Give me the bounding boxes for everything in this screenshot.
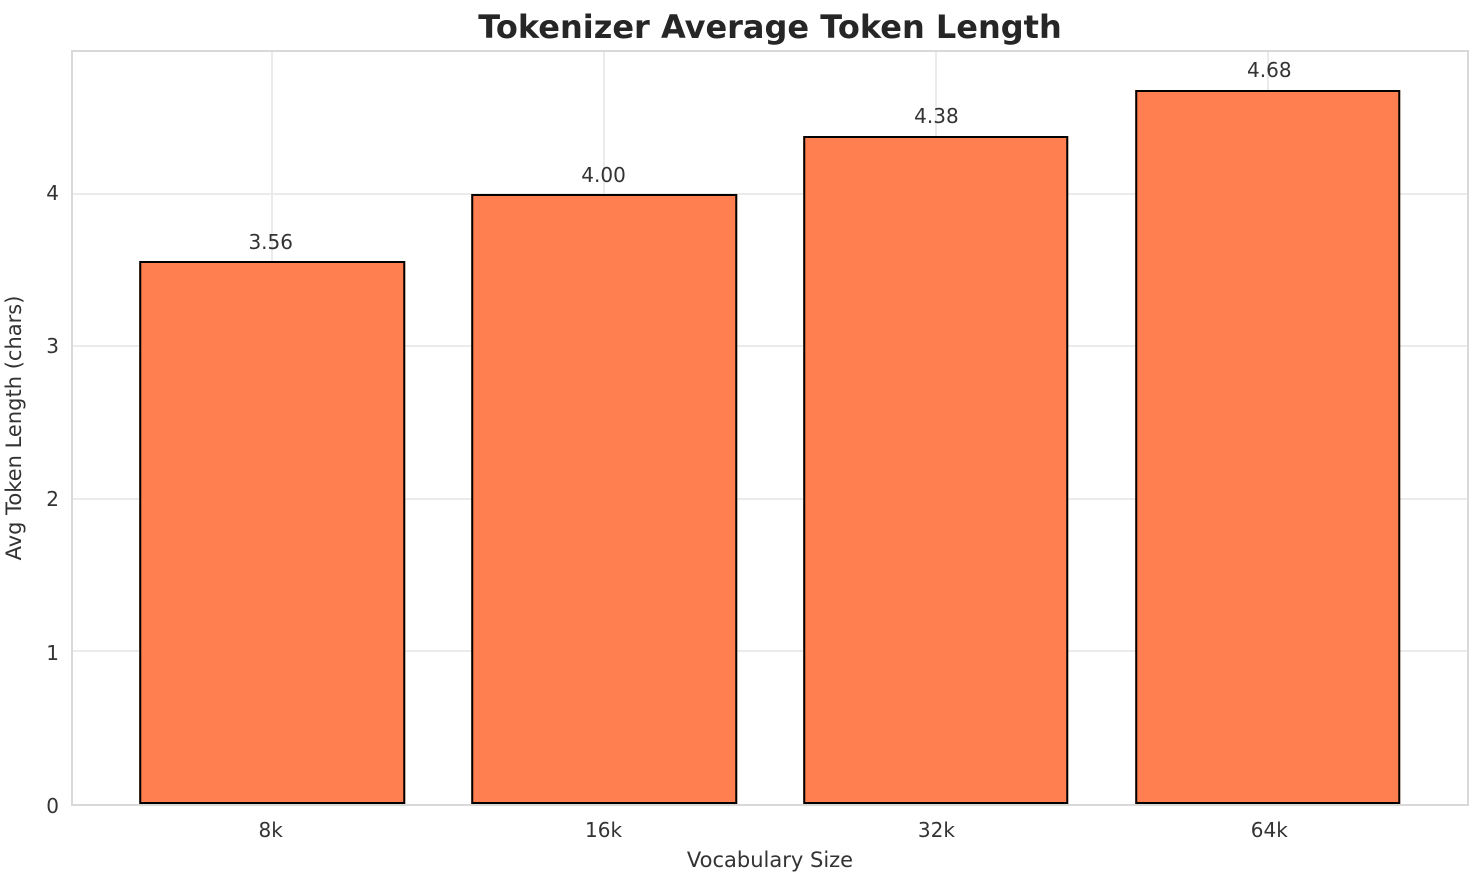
bar-32k (803, 135, 1069, 804)
y-tick-label: 0 (46, 794, 59, 818)
y-tick-label: 1 (46, 640, 59, 665)
x-axis-label: Vocabulary Size (686, 848, 854, 872)
x-tick-label-64k: 64k (1250, 818, 1288, 842)
plot-area (71, 50, 1469, 806)
bar-value-label: 4.68 (1247, 58, 1292, 83)
bar-value-label: 4.38 (914, 104, 959, 129)
bar-value-label: 3.56 (248, 230, 293, 255)
y-tick-label: 3 (46, 333, 59, 358)
y-axis-label: Avg Token Length (chars) (2, 295, 26, 561)
bar-8k (139, 260, 405, 804)
bar-64k (1135, 90, 1401, 804)
y-tick-label: 2 (46, 487, 59, 512)
gridline-horizontal (73, 192, 1467, 195)
y-tick-label: 4 (46, 180, 59, 205)
x-tick-label-8k: 8k (258, 818, 283, 842)
x-tick-label-32k: 32k (917, 818, 955, 842)
bar-value-label: 4.00 (581, 162, 626, 187)
gridline-horizontal (73, 650, 1467, 653)
chart-title: Tokenizer Average Token Length (478, 8, 1062, 46)
gridline-horizontal (73, 497, 1467, 500)
gridline-horizontal (73, 345, 1467, 348)
x-tick-label-16k: 16k (585, 818, 623, 842)
bar-16k (471, 193, 737, 804)
